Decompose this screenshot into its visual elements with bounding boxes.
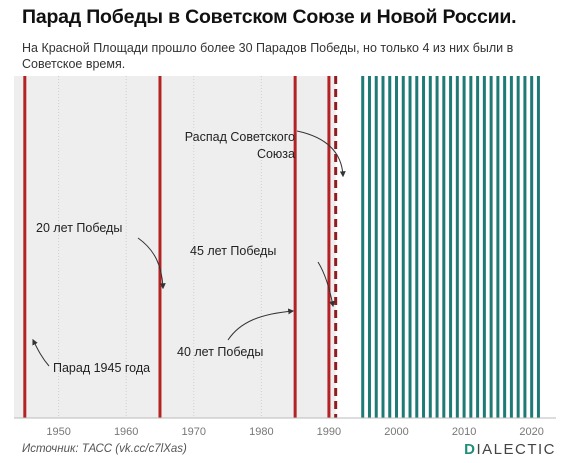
annotation-collapse-label-line2: Союза	[257, 147, 295, 161]
annotation-collapse: Распад Советского Союза	[185, 130, 346, 178]
x-tick-label-1980: 1980	[249, 426, 273, 438]
annotation-1965: 20 лет Победы	[36, 221, 166, 290]
x-axis-ticks: 1950 1960 1970 1980 1990 2000 2010 2020	[46, 426, 544, 438]
brand-logo-text: IALECTIC	[476, 441, 556, 458]
annotation-1990-arrow	[317, 261, 336, 308]
brand-logo: DIALECTIC	[464, 441, 556, 458]
annotation-1945-label: Парад 1945 года	[53, 361, 150, 375]
annotation-1990: 45 лет Победы	[190, 244, 336, 308]
annotation-collapse-arrow	[296, 130, 346, 178]
soviet-era-background	[14, 76, 336, 418]
annotation-1990-label: 45 лет Победы	[190, 244, 276, 258]
annotation-1965-arrow	[137, 237, 166, 290]
annotation-1985-arrow	[227, 308, 295, 341]
x-tick-label-1990: 1990	[317, 426, 341, 438]
chart-subtitle: На Красной Площади прошло более 30 Парад…	[22, 41, 514, 71]
x-tick-label-1950: 1950	[46, 426, 70, 438]
annotation-1945: Парад 1945 года	[32, 338, 150, 375]
parade-lines	[23, 76, 540, 418]
brand-logo-mark: D	[464, 441, 477, 458]
source-note: Источник: ТАСС (vk.cc/c7lXas)	[22, 443, 187, 455]
annotation-collapse-label-line1: Распад Советского	[185, 130, 295, 144]
annotation-1945-arrow	[32, 338, 50, 367]
chart-title: Парад Победы в Советском Союзе и Новой Р…	[22, 6, 517, 28]
x-tick-label-1970: 1970	[182, 426, 206, 438]
annotation-1965-label: 20 лет Победы	[36, 221, 122, 235]
x-tick-label-1960: 1960	[114, 426, 138, 438]
x-tick-label-2000: 2000	[384, 426, 408, 438]
annotation-1985: 40 лет Победы	[177, 308, 295, 359]
x-tick-label-2010: 2010	[452, 426, 476, 438]
x-tick-label-2020: 2020	[519, 426, 543, 438]
annotation-1985-label: 40 лет Победы	[177, 345, 263, 359]
